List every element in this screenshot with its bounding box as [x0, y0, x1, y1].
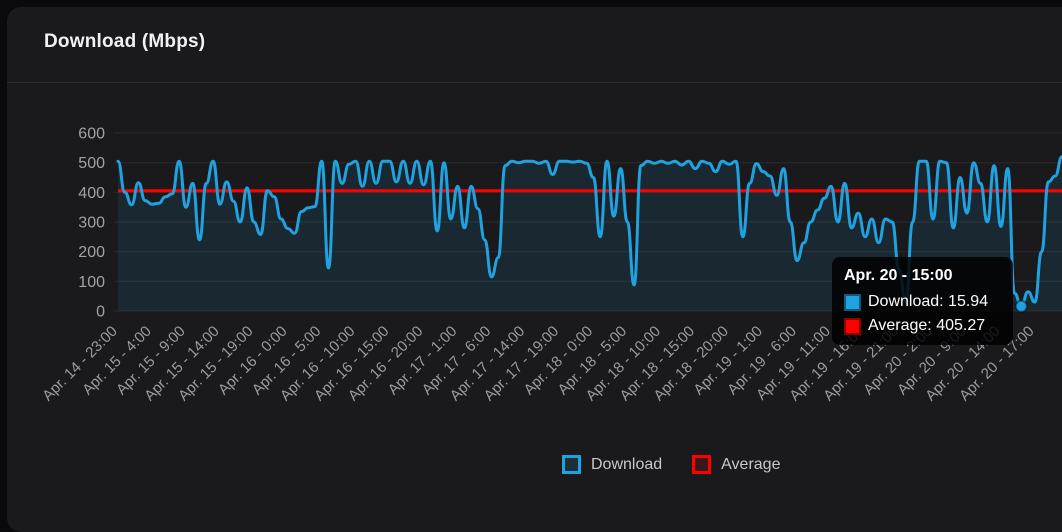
tooltip-average-text: Average: 405.27: [868, 317, 986, 334]
tooltip-download-swatch: [844, 293, 861, 311]
svg-text:100: 100: [78, 274, 105, 291]
download-legend-label: Download: [591, 455, 663, 473]
svg-text:400: 400: [78, 185, 105, 202]
header-divider: [7, 82, 1062, 83]
tooltip-average-swatch: [844, 317, 861, 335]
average-legend-swatch: [692, 455, 712, 474]
tooltip-title: Apr. 20 - 15:00: [844, 267, 953, 284]
chart-tooltip: Apr. 20 - 15:00 Download: 15.94 Average:…: [832, 257, 1013, 345]
hovered-point: [1014, 299, 1028, 313]
tooltip-download-text: Download: 15.94: [868, 293, 989, 310]
legend-item-average[interactable]: Average: [692, 455, 780, 474]
svg-text:500: 500: [78, 155, 105, 172]
svg-text:200: 200: [78, 244, 105, 261]
tooltip-row-average: Average: 405.27: [844, 317, 1001, 335]
card-header: Download (Mbps): [7, 7, 1062, 82]
svg-text:600: 600: [78, 126, 105, 143]
page-title: Download (Mbps): [44, 31, 206, 52]
chart-legend: Download Average: [562, 455, 780, 474]
svg-text:0: 0: [96, 304, 105, 321]
tooltip-row-download: Download: 15.94: [844, 293, 1001, 311]
legend-item-download[interactable]: Download: [562, 455, 662, 474]
svg-text:300: 300: [78, 215, 105, 232]
average-legend-label: Average: [721, 455, 781, 473]
download-legend-swatch: [562, 455, 581, 474]
